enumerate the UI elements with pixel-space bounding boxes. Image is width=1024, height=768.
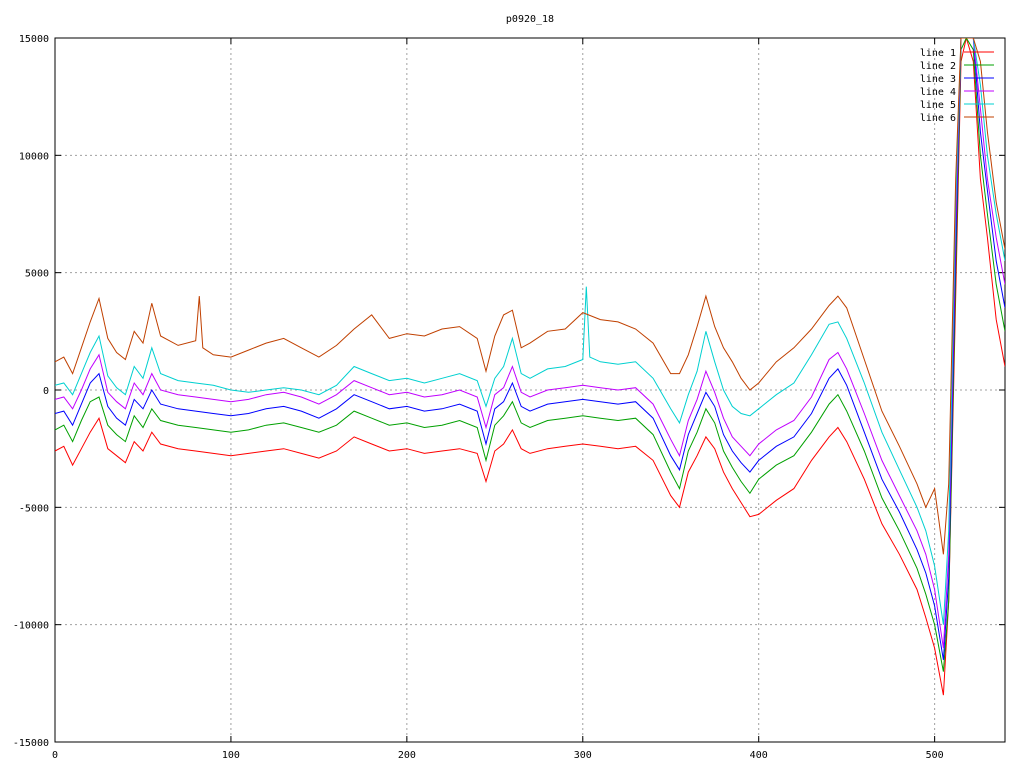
x-tick-label: 400 [750, 750, 768, 761]
x-tick-label: 100 [222, 750, 240, 761]
series-line-4 [55, 38, 1005, 649]
y-tick-label: -10000 [13, 621, 49, 632]
y-tick-label: 0 [43, 386, 49, 397]
y-tick-label: 15000 [19, 34, 49, 45]
series-line-2 [55, 38, 1005, 672]
x-tick-label: 300 [574, 750, 592, 761]
legend-label-5: line 5 [920, 100, 956, 111]
legend: line 1 line 2 line 3 line 4 line 5 line 6 [920, 48, 994, 124]
legend-label-1: line 1 [920, 48, 956, 59]
series-line-6 [55, 38, 1005, 555]
x-tick-label: 500 [926, 750, 944, 761]
legend-label-4: line 4 [920, 87, 956, 98]
x-tick-label: 0 [52, 750, 58, 761]
y-tick-label: 10000 [19, 151, 49, 162]
chart-title: p0920_18 [506, 14, 554, 25]
grid [55, 38, 1005, 742]
series-line-3 [55, 38, 1005, 660]
legend-label-3: line 3 [920, 74, 956, 85]
axis-ticks: 0 100 200 300 400 500 -15000 -10000 -5000 0 5000 10… [13, 34, 1005, 761]
y-tick-label: -5000 [19, 503, 49, 514]
y-tick-label: 5000 [25, 269, 49, 280]
legend-label-6: line 6 [920, 113, 956, 124]
series-line-5 [55, 38, 1005, 625]
series-line-1 [55, 38, 1005, 696]
x-tick-label: 200 [398, 750, 416, 761]
y-tick-label: -15000 [13, 738, 49, 749]
series-lines [55, 38, 1005, 696]
legend-label-2: line 2 [920, 61, 956, 72]
